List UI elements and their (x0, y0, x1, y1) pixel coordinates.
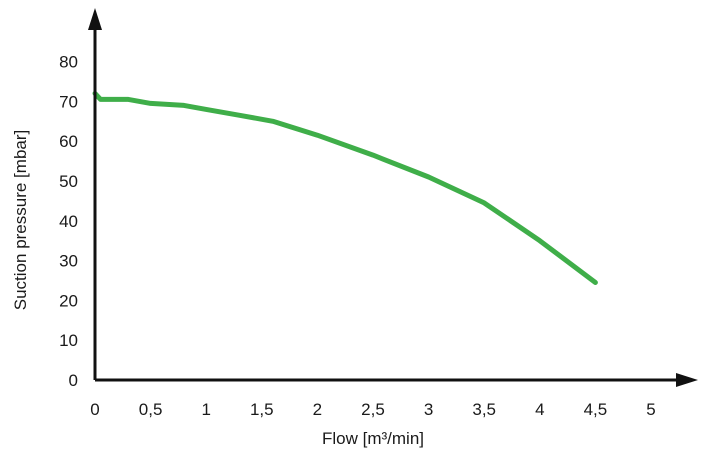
y-tick-label: 50 (59, 172, 78, 191)
series-line (92, 90, 598, 285)
x-tick-label: 2 (313, 400, 322, 419)
y-tick-label: 70 (59, 92, 78, 111)
x-tick-label: 3,5 (472, 400, 496, 419)
y-tick-label: 60 (59, 132, 78, 151)
x-tick-label: 0 (90, 400, 99, 419)
x-tick-label: 0,5 (139, 400, 163, 419)
y-tick-label: 80 (59, 53, 78, 72)
x-tick-label: 5 (646, 400, 655, 419)
x-tick-label: 1 (201, 400, 210, 419)
y-axis-arrow-icon (88, 8, 102, 30)
series-layer (92, 90, 598, 285)
x-tick-label: 2,5 (361, 400, 385, 419)
x-tick-label: 1,5 (250, 400, 274, 419)
y-tick-label: 40 (59, 212, 78, 231)
y-tick-label: 10 (59, 331, 78, 350)
x-tick-label: 4 (535, 400, 544, 419)
y-tick-labels: 0 10 20 30 40 50 60 70 80 (59, 53, 78, 390)
x-tick-label: 4,5 (584, 400, 608, 419)
x-axis-arrow-icon (676, 373, 698, 387)
x-tick-labels: 0 0,5 1 1,5 2 2,5 3 3,5 4 4,5 5 (90, 400, 655, 419)
x-tick-label: 3 (424, 400, 433, 419)
y-tick-label: 0 (69, 371, 78, 390)
x-axis-title: Flow [m³/min] (322, 429, 424, 448)
y-tick-label: 20 (59, 291, 78, 310)
axes (88, 8, 698, 387)
y-tick-label: 30 (59, 252, 78, 271)
y-axis-title: Suction pressure [mbar] (11, 130, 30, 310)
